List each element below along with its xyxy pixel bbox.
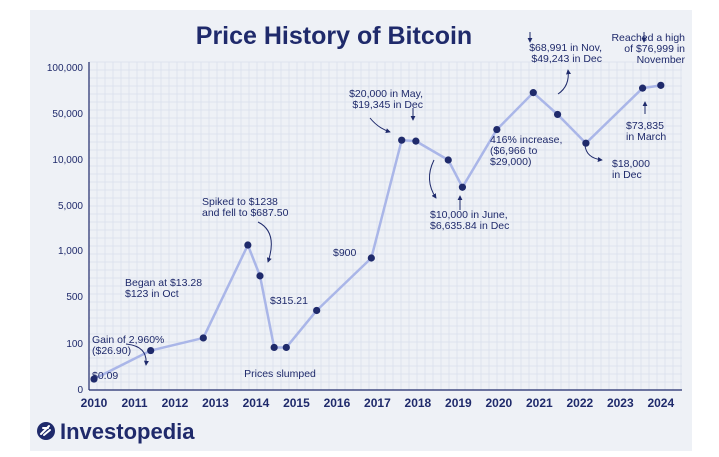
annotation-arrows xyxy=(125,32,648,366)
data-point xyxy=(553,110,562,119)
data-point xyxy=(199,334,207,342)
x-tick-labels: 2010 2011 2012 2013 2014 2015 2016 2017 2018 2019… xyxy=(81,396,675,410)
data-point xyxy=(367,254,375,262)
data-point xyxy=(529,89,537,97)
chart-card: 0 100 500 1,000 5,000 10,000 50,000 100,000 201… xyxy=(30,10,692,451)
y-tick-label: 50,000 xyxy=(52,109,83,120)
annotation-label: $73,835 in March xyxy=(626,120,666,143)
annotation-label: $18,000 in Dec xyxy=(612,158,650,181)
annotation-label: $315.21 xyxy=(270,295,308,307)
data-point xyxy=(458,183,467,191)
x-tick-label: 2011 xyxy=(121,396,147,410)
x-tick-label: 2022 xyxy=(566,396,593,410)
annotation-label: $10,000 in June, $6,635.84 in Dec xyxy=(430,209,509,232)
brand-logo: Investopedia xyxy=(37,419,195,444)
data-point xyxy=(657,81,665,89)
x-tick-label: 2015 xyxy=(283,396,310,410)
annotation-arrow xyxy=(429,159,437,199)
data-point xyxy=(493,125,501,134)
x-tick-label: 2013 xyxy=(202,396,229,410)
annotation-arrow xyxy=(584,144,603,162)
logo-icon xyxy=(37,422,55,440)
y-tick-labels: 0 100 500 1,000 5,000 10,000 50,000 100,000 xyxy=(47,63,84,396)
x-tick-label: 2014 xyxy=(243,396,270,410)
data-point xyxy=(244,241,252,249)
y-tick-label: 10,000 xyxy=(52,155,83,166)
y-tick-label: 100 xyxy=(66,339,83,350)
data-point xyxy=(313,306,321,315)
x-tick-label: 2020 xyxy=(486,396,513,410)
annotation-label: Prices slumped xyxy=(244,368,316,380)
annotation-arrow xyxy=(557,69,571,95)
chart-title: Price History of Bitcoin xyxy=(196,22,472,50)
x-tick-label: 2016 xyxy=(324,396,351,410)
data-point xyxy=(582,139,590,147)
annotation-label: Began at $13.28 $123 in Oct xyxy=(125,277,202,300)
annotation-label: Spiked to $1238 and fell to $687.50 xyxy=(202,196,289,219)
data-point xyxy=(270,343,278,352)
annotation-label: Gain of 2,960% ($26.90) xyxy=(92,334,164,357)
x-tick-label: 2012 xyxy=(162,396,189,410)
annotation-arrow xyxy=(369,117,391,134)
y-tick-label: 1,000 xyxy=(58,246,83,257)
data-point xyxy=(398,136,406,144)
data-point xyxy=(444,156,452,164)
annotation-label: 416% increase, ($6,966 to $29,000) xyxy=(490,134,562,168)
annotation-label: $0.09 xyxy=(92,370,118,382)
data-point xyxy=(412,137,420,145)
brand-name: Investopedia xyxy=(60,419,195,444)
chart-svg: 0 100 500 1,000 5,000 10,000 50,000 100,000 201… xyxy=(37,22,686,444)
annotations: $0.09 Gain of 2,960% ($26.90) Began at $13.… xyxy=(92,32,686,382)
annotation-label: Reached a high of $76,999 in November xyxy=(611,32,685,66)
annotation-label: $900 xyxy=(333,247,357,259)
axes xyxy=(88,62,682,391)
annotation-label: $68,991 in Nov, $49,243 in Dec xyxy=(529,42,602,65)
data-point xyxy=(282,343,290,352)
data-point xyxy=(90,375,98,383)
annotation-arrow xyxy=(125,343,149,366)
x-tick-label: 2019 xyxy=(445,396,472,410)
x-tick-label: 2010 xyxy=(81,396,108,410)
x-tick-label: 2017 xyxy=(364,396,391,410)
data-point xyxy=(147,346,155,355)
x-tick-label: 2018 xyxy=(405,396,432,410)
series xyxy=(90,81,665,383)
x-tick-label: 2024 xyxy=(647,396,674,410)
x-tick-label: 2021 xyxy=(526,396,553,410)
x-tick-label: 2023 xyxy=(607,396,634,410)
data-point xyxy=(638,84,647,92)
annotation-label: $20,000 in May, $19,345 in Dec xyxy=(349,88,423,111)
y-tick-label: 100,000 xyxy=(47,63,84,74)
y-tick-label: 500 xyxy=(66,292,83,303)
y-tick-label: 5,000 xyxy=(58,201,83,212)
annotation-arrow xyxy=(257,221,272,263)
data-point xyxy=(256,272,264,280)
grid xyxy=(88,61,682,391)
y-tick-label: 0 xyxy=(77,385,83,396)
